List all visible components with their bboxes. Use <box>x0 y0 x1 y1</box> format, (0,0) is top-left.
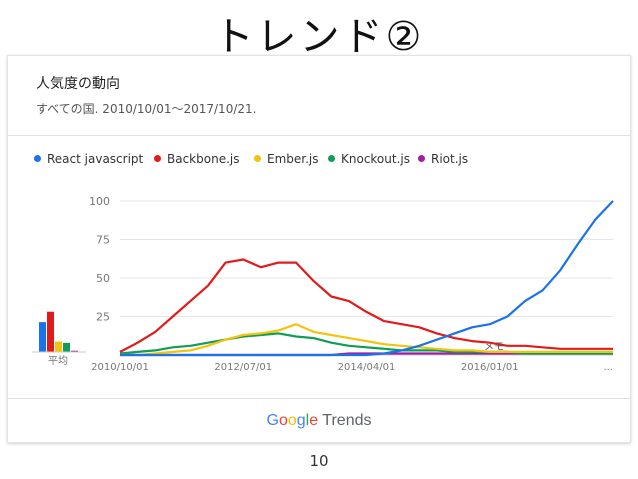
google-letter: o <box>287 412 297 429</box>
legend-label: React javascript <box>47 152 144 166</box>
google-letter: l <box>305 412 310 429</box>
legend-label: Ember.js <box>267 152 319 166</box>
y-tick-label: 50 <box>96 272 110 285</box>
google-letter: e <box>309 412 319 429</box>
average-bar <box>47 311 54 352</box>
google-trends-logo: Google Trends <box>8 412 630 430</box>
note-label: メモ <box>484 342 504 353</box>
legend-dot-icon <box>328 155 335 162</box>
average-label: 平均 <box>48 355 68 367</box>
google-letter: g <box>296 412 306 429</box>
average-bar <box>55 341 62 352</box>
legend-dot-icon <box>418 155 425 162</box>
legend-item-riot[interactable]: Riot.js <box>418 152 468 166</box>
legend-label: Backbone.js <box>167 152 240 166</box>
x-tick-label: 2016/01/01 <box>461 362 519 373</box>
google-letter: G <box>266 412 279 429</box>
trends-card: 人気度の動向 すべての国. 2010/10/01～2017/10/21. Rea… <box>7 55 631 443</box>
y-tick-label: 75 <box>96 234 110 247</box>
average-bar <box>39 322 46 352</box>
legend-label: Riot.js <box>431 152 469 166</box>
page-number: 10 <box>309 452 329 470</box>
series-line <box>120 200 614 357</box>
trends-label: Trends <box>322 412 372 429</box>
legend-dot-icon <box>34 155 41 162</box>
series-line <box>119 258 613 353</box>
legend-label: Knockout.js <box>341 152 410 166</box>
series-line <box>119 332 613 355</box>
google-letter: o <box>278 412 288 429</box>
legend-item-ember[interactable]: Ember.js <box>254 152 319 166</box>
footer-divider <box>8 398 630 399</box>
series-line <box>120 323 613 357</box>
card-title: 人気度の動向 <box>36 76 120 92</box>
y-tick-label: 100 <box>89 195 110 208</box>
x-tick-label: 2012/07/01 <box>214 362 272 373</box>
legend-item-knockout[interactable]: Knockout.js <box>328 152 410 166</box>
average-bar <box>63 342 70 352</box>
average-bar <box>71 350 78 352</box>
legend-item-react[interactable]: React javascript <box>34 152 143 166</box>
x-tick-label: 2014/04/01 <box>338 362 396 373</box>
x-tick-label: 2010/10/01 <box>91 362 149 373</box>
slide-title: トレンド② <box>213 14 425 60</box>
x-tick-label: ... <box>603 362 613 373</box>
y-tick-label: 25 <box>96 311 110 324</box>
header-divider <box>8 135 630 136</box>
google-wordmark: Google <box>267 412 319 429</box>
legend-item-backbone[interactable]: Backbone.js <box>154 152 239 166</box>
legend-dot-icon <box>154 155 161 162</box>
legend-dot-icon <box>254 155 261 162</box>
trend-chart[interactable]: 25 50 75 100 2010/10/01 2012/07/01 2014/04/01 2… <box>8 56 630 396</box>
date-range-subtitle: すべての国. 2010/10/01～2017/10/21. <box>36 102 257 116</box>
